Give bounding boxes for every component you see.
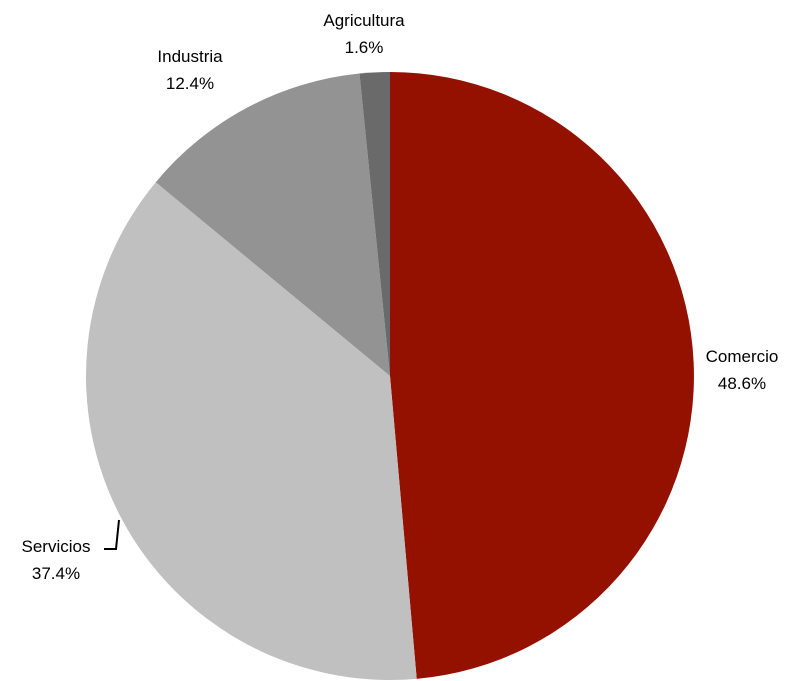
slice-label-name: Industria xyxy=(157,47,223,66)
pie-slice-agricultura xyxy=(359,72,390,376)
slice-labels: Comercio 48.6% Servicios 37.4% Industria 12.4… xyxy=(22,11,779,583)
slice-label-value: 48.6% xyxy=(718,374,766,393)
slice-label-name: Servicios xyxy=(22,537,91,556)
slice-label-name: Agricultura xyxy=(323,11,405,30)
slice-label-value: 12.4% xyxy=(166,74,214,93)
pie-slice-industria xyxy=(155,73,390,376)
pie-slices xyxy=(85,72,694,680)
leader-line-servicios xyxy=(104,519,120,550)
leader-lines xyxy=(104,519,120,550)
slice-label-value: 37.4% xyxy=(32,564,80,583)
slice-label-name: Comercio xyxy=(706,347,779,366)
pie-slice-comercio xyxy=(390,72,694,679)
pie-slice-servicios xyxy=(85,182,417,680)
slice-label-value: 1.6% xyxy=(345,38,384,57)
